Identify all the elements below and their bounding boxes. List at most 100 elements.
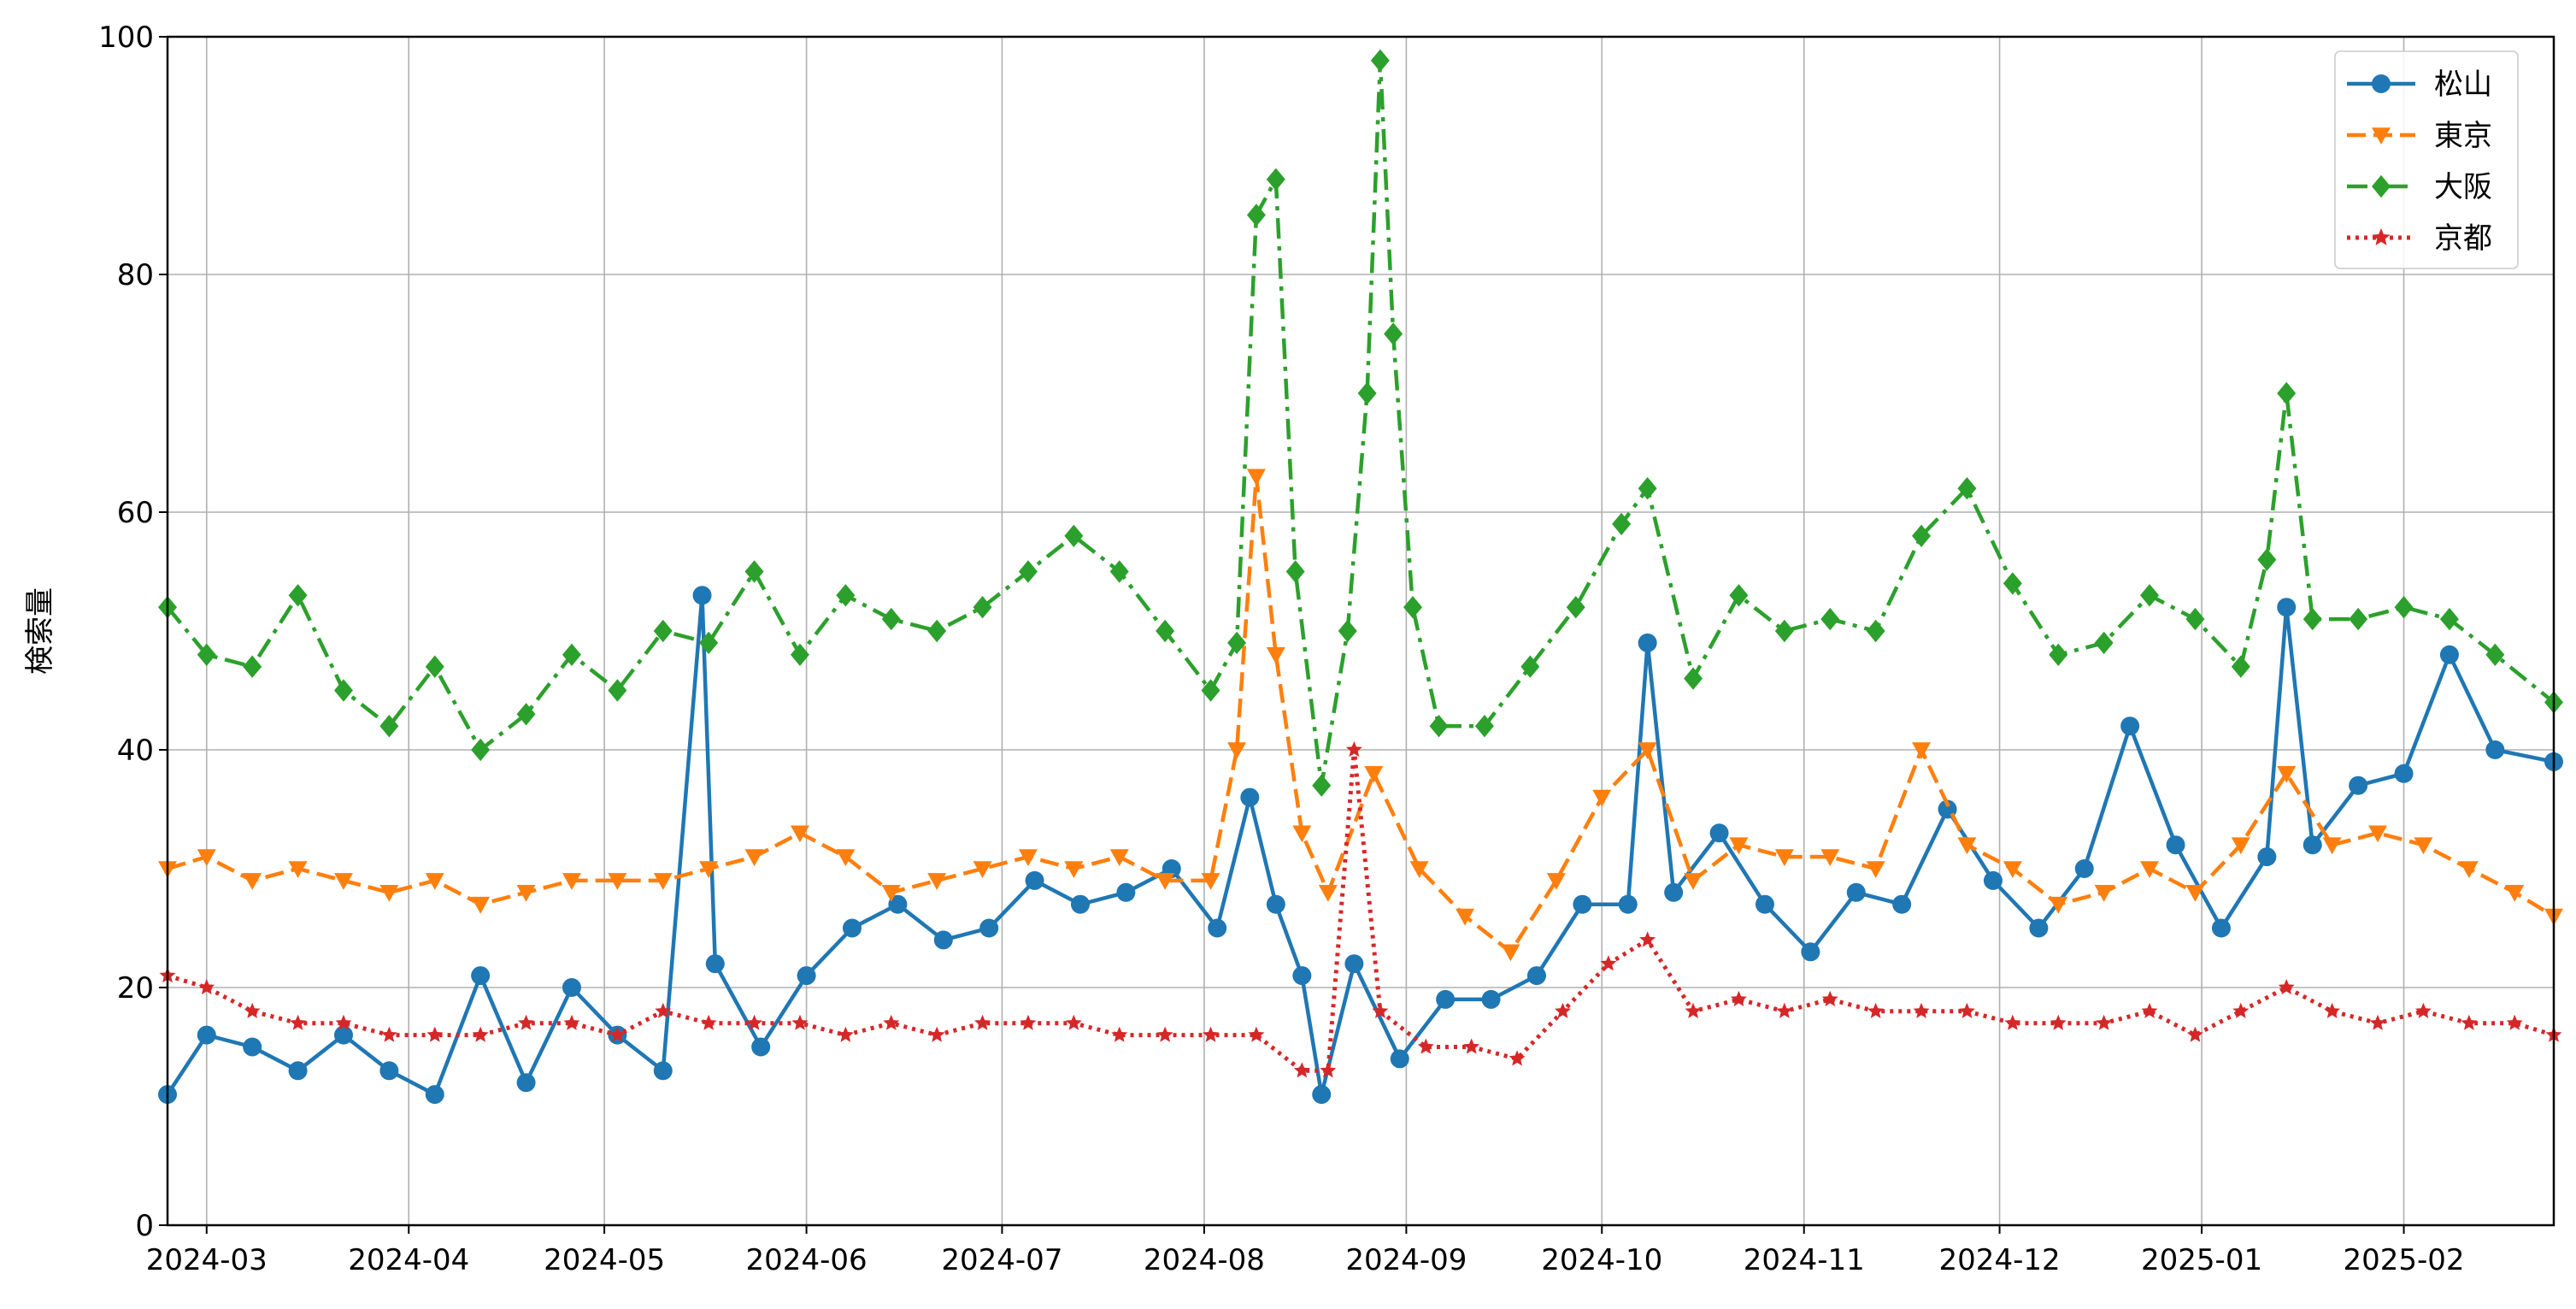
data-point	[1266, 647, 1285, 664]
data-point	[1866, 861, 1885, 878]
data-point	[1612, 512, 1632, 536]
data-point	[1065, 1014, 1082, 1030]
data-point	[1372, 1002, 1389, 1018]
data-point	[699, 861, 719, 878]
legend-swatch-marker	[2372, 74, 2391, 93]
series-line	[167, 475, 2555, 954]
data-point	[1820, 607, 1840, 631]
data-point	[2277, 381, 2297, 405]
data-point	[837, 1026, 854, 1042]
series-line	[166, 593, 2555, 1097]
data-point	[933, 930, 953, 950]
data-point	[1292, 825, 1312, 843]
x-tick-label: 2025-02	[2344, 1243, 2465, 1277]
data-point	[2461, 1014, 2478, 1030]
data-point	[516, 703, 536, 726]
data-point	[2231, 655, 2250, 678]
data-point	[2120, 716, 2140, 736]
data-point	[1866, 619, 1885, 643]
data-point	[842, 918, 862, 938]
data-point	[979, 918, 999, 938]
data-point	[1456, 908, 1475, 926]
data-point	[1345, 741, 1362, 758]
data-point	[790, 643, 809, 666]
data-point	[751, 1037, 771, 1057]
data-point	[700, 1014, 717, 1030]
data-point	[1509, 1050, 1526, 1066]
data-point	[1025, 870, 1044, 890]
data-point	[1638, 742, 1657, 759]
data-point	[2004, 1014, 2021, 1030]
data-point	[1801, 942, 1820, 962]
data-point	[1020, 1014, 1037, 1030]
legend-label: 大阪	[2434, 170, 2492, 204]
data-point	[1312, 774, 1332, 797]
data-point	[1116, 882, 1136, 902]
data-point	[1846, 882, 1866, 902]
data-point	[1109, 849, 1129, 867]
data-point	[471, 896, 491, 914]
data-point	[609, 1026, 626, 1042]
data-point	[888, 894, 908, 914]
data-point	[1600, 955, 1617, 971]
data-point	[471, 966, 491, 986]
data-point	[2003, 572, 2022, 595]
data-point	[1913, 1002, 1930, 1018]
data-point	[2232, 1002, 2250, 1018]
x-tick-label: 2024-11	[1744, 1243, 1865, 1277]
data-point	[1156, 619, 1175, 643]
data-point	[790, 825, 809, 843]
data-point	[2414, 1002, 2432, 1018]
data-point	[974, 1014, 991, 1030]
data-point	[2505, 885, 2525, 902]
data-point	[1417, 1038, 1434, 1054]
data-point	[653, 873, 673, 890]
data-point	[562, 643, 581, 666]
data-point	[1285, 560, 1305, 583]
data-point	[2211, 918, 2231, 938]
data-point	[883, 1014, 900, 1030]
x-tick-label: 2024-12	[1939, 1243, 2061, 1277]
data-point	[2414, 837, 2433, 855]
data-point	[1774, 849, 1794, 867]
x-tick-label: 2024-07	[941, 1243, 1062, 1277]
data-point	[243, 873, 262, 890]
data-point	[2439, 645, 2459, 664]
data-point	[1409, 861, 1429, 878]
data-point	[1474, 715, 1494, 738]
data-point	[2324, 1002, 2341, 1018]
data-point	[2349, 775, 2368, 795]
data-point	[244, 1002, 261, 1018]
data-point	[1729, 584, 1749, 607]
series-3	[158, 49, 2563, 797]
data-point	[746, 1014, 763, 1030]
y-tick-label: 60	[117, 496, 154, 530]
data-point	[2185, 885, 2205, 902]
data-point	[2185, 607, 2205, 631]
data-point	[516, 885, 536, 902]
y-tick-label: 20	[117, 971, 154, 1005]
data-point	[2303, 607, 2322, 631]
data-point	[471, 738, 491, 762]
data-point	[425, 655, 444, 678]
data-point	[562, 873, 581, 890]
data-point	[1685, 1002, 1702, 1018]
data-point	[1318, 885, 1338, 902]
data-point	[1618, 894, 1638, 914]
data-point	[2094, 885, 2114, 902]
data-point	[1201, 679, 1220, 702]
data-point	[1892, 894, 1912, 914]
data-point	[1344, 954, 1364, 974]
data-point	[1203, 1026, 1220, 1042]
data-point	[1266, 894, 1285, 914]
data-point	[516, 1073, 536, 1093]
data-point	[973, 861, 992, 878]
data-point	[1983, 870, 2003, 890]
data-point	[379, 885, 399, 902]
data-point	[1774, 619, 1794, 643]
data-point	[562, 978, 581, 997]
data-point	[2049, 643, 2068, 666]
data-point	[425, 873, 444, 890]
